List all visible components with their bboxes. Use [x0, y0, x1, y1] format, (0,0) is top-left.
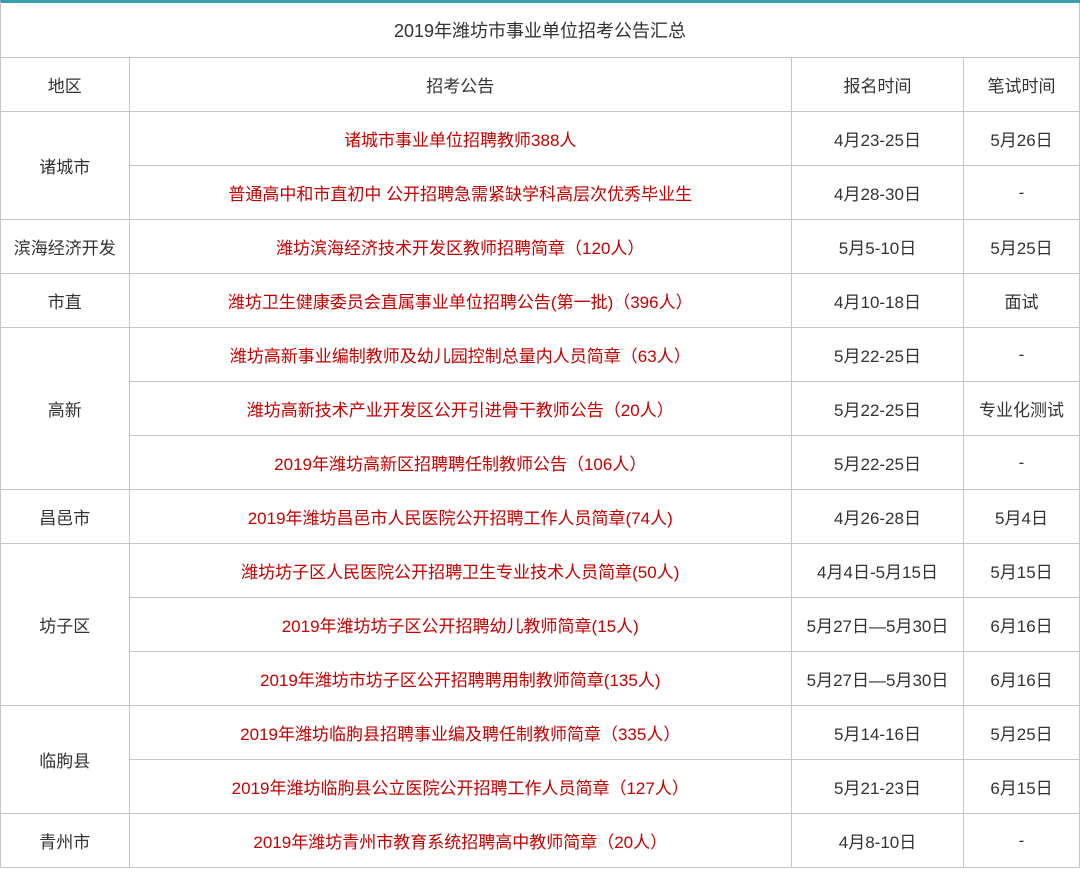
signup-date: 5月22-25日 [792, 328, 964, 382]
table-row: 普通高中和市直初中 公开招聘急需紧缺学科高层次优秀毕业生4月28-30日- [1, 166, 1080, 220]
table-row: 2019年潍坊临朐县公立医院公开招聘工作人员简章（127人）5月21-23日6月… [1, 760, 1080, 814]
exam-date: 6月16日 [964, 598, 1080, 652]
table-row: 2019年潍坊市坊子区公开招聘聘用制教师简章(135人)5月27日—5月30日6… [1, 652, 1080, 706]
signup-date: 5月21-23日 [792, 760, 964, 814]
table-row: 青州市2019年潍坊青州市教育系统招聘高中教师简章（20人）4月8-10日- [1, 814, 1080, 868]
exam-date: - [964, 436, 1080, 490]
notice-link[interactable]: 潍坊高新事业编制教师及幼儿园控制总量内人员简章（63人） [129, 328, 792, 382]
table-row: 诸城市诸城市事业单位招聘教师388人4月23-25日5月26日 [1, 112, 1080, 166]
table-row: 滨海经济开发潍坊滨海经济技术开发区教师招聘简章（120人）5月5-10日5月25… [1, 220, 1080, 274]
exam-date: 6月15日 [964, 760, 1080, 814]
recruitment-table: 地区 招考公告 报名时间 笔试时间 诸城市诸城市事业单位招聘教师388人4月23… [1, 58, 1080, 868]
table-header-row: 地区 招考公告 报名时间 笔试时间 [1, 58, 1080, 112]
table-row: 2019年潍坊高新区招聘聘任制教师公告（106人）5月22-25日- [1, 436, 1080, 490]
table-row: 高新潍坊高新事业编制教师及幼儿园控制总量内人员简章（63人）5月22-25日- [1, 328, 1080, 382]
region-cell: 临朐县 [1, 706, 129, 814]
header-signup: 报名时间 [792, 58, 964, 112]
exam-date: - [964, 328, 1080, 382]
signup-date: 4月10-18日 [792, 274, 964, 328]
notice-link[interactable]: 诸城市事业单位招聘教师388人 [129, 112, 792, 166]
signup-date: 5月5-10日 [792, 220, 964, 274]
signup-date: 5月27日—5月30日 [792, 652, 964, 706]
signup-date: 4月26-28日 [792, 490, 964, 544]
signup-date: 5月22-25日 [792, 436, 964, 490]
notice-link[interactable]: 潍坊卫生健康委员会直属事业单位招聘公告(第一批)（396人） [129, 274, 792, 328]
exam-date: - [964, 814, 1080, 868]
signup-date: 5月14-16日 [792, 706, 964, 760]
region-cell: 高新 [1, 328, 129, 490]
exam-date: 5月25日 [964, 706, 1080, 760]
region-cell: 滨海经济开发 [1, 220, 129, 274]
header-notice: 招考公告 [129, 58, 792, 112]
region-cell: 诸城市 [1, 112, 129, 220]
region-cell: 青州市 [1, 814, 129, 868]
region-cell: 坊子区 [1, 544, 129, 706]
signup-date: 5月27日—5月30日 [792, 598, 964, 652]
exam-date: 6月16日 [964, 652, 1080, 706]
notice-link[interactable]: 2019年潍坊临朐县招聘事业编及聘任制教师简章（335人） [129, 706, 792, 760]
table-row: 市直潍坊卫生健康委员会直属事业单位招聘公告(第一批)（396人）4月10-18日… [1, 274, 1080, 328]
exam-date: 5月25日 [964, 220, 1080, 274]
notice-link[interactable]: 2019年潍坊青州市教育系统招聘高中教师简章（20人） [129, 814, 792, 868]
exam-date: 专业化测试 [964, 382, 1080, 436]
notice-link[interactable]: 2019年潍坊高新区招聘聘任制教师公告（106人） [129, 436, 792, 490]
exam-date: 面试 [964, 274, 1080, 328]
notice-link[interactable]: 2019年潍坊坊子区公开招聘幼儿教师简章(15人) [129, 598, 792, 652]
notice-link[interactable]: 普通高中和市直初中 公开招聘急需紧缺学科高层次优秀毕业生 [129, 166, 792, 220]
notice-link[interactable]: 潍坊高新技术产业开发区公开引进骨干教师公告（20人） [129, 382, 792, 436]
table-container: 2019年潍坊市事业单位招考公告汇总 地区 招考公告 报名时间 笔试时间 诸城市… [0, 0, 1080, 868]
notice-link[interactable]: 潍坊坊子区人民医院公开招聘卫生专业技术人员简章(50人) [129, 544, 792, 598]
table-row: 2019年潍坊坊子区公开招聘幼儿教师简章(15人)5月27日—5月30日6月16… [1, 598, 1080, 652]
exam-date: 5月15日 [964, 544, 1080, 598]
header-exam: 笔试时间 [964, 58, 1080, 112]
table-row: 潍坊高新技术产业开发区公开引进骨干教师公告（20人）5月22-25日专业化测试 [1, 382, 1080, 436]
table-row: 临朐县2019年潍坊临朐县招聘事业编及聘任制教师简章（335人）5月14-16日… [1, 706, 1080, 760]
table-row: 坊子区潍坊坊子区人民医院公开招聘卫生专业技术人员简章(50人)4月4日-5月15… [1, 544, 1080, 598]
notice-link[interactable]: 潍坊滨海经济技术开发区教师招聘简章（120人） [129, 220, 792, 274]
signup-date: 4月23-25日 [792, 112, 964, 166]
region-cell: 市直 [1, 274, 129, 328]
notice-link[interactable]: 2019年潍坊临朐县公立医院公开招聘工作人员简章（127人） [129, 760, 792, 814]
signup-date: 4月28-30日 [792, 166, 964, 220]
region-cell: 昌邑市 [1, 490, 129, 544]
signup-date: 4月4日-5月15日 [792, 544, 964, 598]
exam-date: - [964, 166, 1080, 220]
exam-date: 5月4日 [964, 490, 1080, 544]
signup-date: 5月22-25日 [792, 382, 964, 436]
table-title: 2019年潍坊市事业单位招考公告汇总 [1, 3, 1080, 58]
header-region: 地区 [1, 58, 129, 112]
table-row: 昌邑市2019年潍坊昌邑市人民医院公开招聘工作人员简章(74人)4月26-28日… [1, 490, 1080, 544]
notice-link[interactable]: 2019年潍坊市坊子区公开招聘聘用制教师简章(135人) [129, 652, 792, 706]
exam-date: 5月26日 [964, 112, 1080, 166]
signup-date: 4月8-10日 [792, 814, 964, 868]
notice-link[interactable]: 2019年潍坊昌邑市人民医院公开招聘工作人员简章(74人) [129, 490, 792, 544]
